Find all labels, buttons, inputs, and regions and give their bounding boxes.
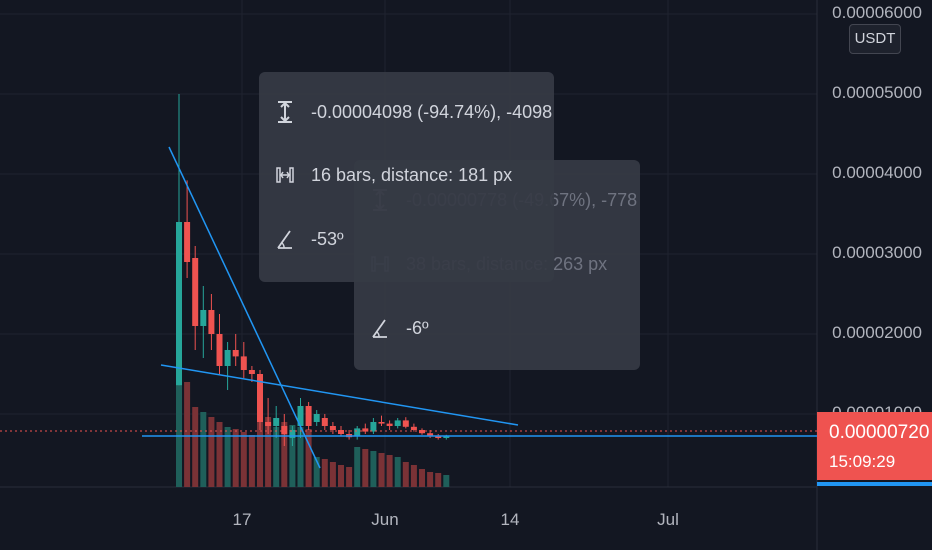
- candle-body: [224, 350, 231, 366]
- candle-body: [419, 430, 425, 434]
- trendline-info-tooltip: -0.00004098 (-94.74%), -4098 16 bars, di…: [259, 72, 554, 282]
- candle-body: [354, 428, 361, 437]
- volume-bar: [443, 475, 450, 487]
- candle-body: [313, 414, 320, 422]
- volume-bar: [257, 407, 263, 487]
- volume-bar: [224, 427, 231, 487]
- volume-bar: [370, 451, 377, 487]
- volume-bar: [265, 417, 272, 487]
- price-tick-label: 0.00006000: [832, 3, 922, 22]
- volume-bar: [240, 432, 247, 487]
- candle-body: [329, 426, 336, 430]
- time-tick-label: Jul: [657, 510, 679, 529]
- candle-body: [362, 428, 369, 432]
- tooltip-price-text: -0.00004098 (-94.74%), -4098: [311, 101, 553, 122]
- volume-bar: [232, 429, 239, 487]
- volume-bar: [192, 407, 199, 487]
- time-tick-label: Jun: [371, 510, 399, 529]
- candle-body: [305, 406, 312, 426]
- volume-bar: [338, 465, 344, 487]
- tooltip-price-row: -0.00004098 (-94.74%), -4098: [275, 100, 552, 124]
- candle-body: [386, 423, 393, 426]
- volume-bar: [176, 377, 182, 487]
- candle-body: [378, 422, 385, 424]
- candle-body: [394, 420, 401, 426]
- candle-body: [192, 258, 199, 326]
- candle-body: [216, 334, 223, 366]
- price-tick-label: 0.00002000: [832, 323, 922, 342]
- volume-bar: [313, 457, 320, 487]
- volume-bar: [321, 459, 328, 487]
- price-tick-label: 0.00004000: [832, 163, 922, 182]
- volume-bar: [200, 412, 207, 487]
- time-tick-label: 17: [232, 510, 252, 529]
- tooltip-bars-text: 16 bars, distance: 181 px: [311, 164, 513, 185]
- volume-bar: [329, 462, 336, 487]
- volume-bar: [273, 427, 280, 487]
- volume-bar: [297, 427, 304, 487]
- price-tick-label: 0.00003000: [832, 243, 922, 262]
- volume-bar: [184, 382, 191, 487]
- volume-bar: [354, 447, 361, 487]
- last-price-label: 0.00000720: [829, 422, 930, 443]
- tooltip-bars-row: 16 bars, distance: 181 px: [275, 163, 512, 187]
- volume-bar: [305, 429, 312, 487]
- volume-bar: [410, 465, 417, 487]
- trendline-shallow: [160, 364, 519, 426]
- tooltip-angle-text: -53º: [311, 228, 344, 249]
- axis-highlight: [817, 482, 932, 486]
- bars-range-icon: [275, 163, 295, 187]
- volume-bar: [378, 453, 385, 487]
- candle-body: [265, 422, 272, 426]
- candle-body: [176, 222, 182, 386]
- volume-bar: [346, 467, 353, 487]
- tooltip-angle-text: -6º: [406, 317, 429, 338]
- candle-body: [435, 436, 442, 438]
- angle-icon: [370, 316, 390, 340]
- volume-bar: [419, 469, 425, 487]
- currency-button[interactable]: USDT: [849, 24, 901, 54]
- candle-body: [427, 433, 434, 437]
- candle-body: [273, 418, 280, 426]
- candle-body: [208, 310, 215, 334]
- tooltip-angle-row: -6º: [370, 316, 429, 340]
- candle-body: [443, 436, 450, 438]
- candle-body: [370, 422, 377, 432]
- volume-bar: [362, 449, 369, 487]
- trendline-steep: [168, 146, 321, 469]
- bar-countdown-label: 15:09:29: [829, 452, 896, 471]
- candle-body: [297, 406, 304, 426]
- volume-bar: [248, 435, 255, 487]
- candle-body: [281, 426, 288, 434]
- price-range-icon: [275, 100, 295, 124]
- price-tick-label: 0.00005000: [832, 83, 922, 102]
- angle-icon: [275, 227, 295, 251]
- candle-body: [232, 350, 239, 357]
- candle-body: [289, 430, 296, 438]
- candle-body: [240, 356, 247, 370]
- volume-bar: [427, 472, 434, 487]
- volume-bar: [289, 425, 296, 487]
- candle-body: [200, 310, 207, 326]
- time-tick-label: 14: [500, 510, 520, 529]
- volume-bar: [208, 417, 215, 487]
- candle-body: [257, 374, 263, 422]
- last-price-badge: 0.00000720 15:09:29: [817, 412, 932, 480]
- volume-bar: [216, 422, 223, 487]
- volume-bar: [402, 462, 409, 487]
- volume-bar: [435, 473, 442, 487]
- candle-body: [321, 418, 328, 426]
- candle-body: [338, 430, 344, 434]
- candle-body: [410, 426, 417, 430]
- volume-bar: [281, 422, 288, 487]
- candle-body: [248, 370, 255, 374]
- candle-body: [402, 420, 409, 427]
- candle-body: [184, 222, 191, 262]
- volume-bar: [386, 455, 393, 487]
- tooltip-angle-row: -53º: [275, 227, 344, 251]
- volume-bar: [394, 457, 401, 487]
